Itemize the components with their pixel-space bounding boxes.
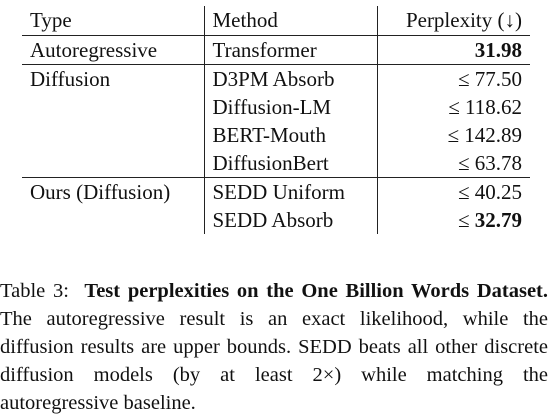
table-row: Ours (Diffusion) SEDD Uniform ≤ 40.25 — [22, 177, 530, 206]
cell-type — [22, 206, 204, 234]
header-perplexity: Perplexity (↓) — [376, 6, 530, 36]
caption-body: The autoregressive result is an exact li… — [0, 307, 548, 414]
cell-method: BERT-Mouth — [203, 121, 377, 149]
table-row: SEDD Absorb ≤ 32.79 — [22, 206, 530, 234]
cell-perplexity: 31.98 — [376, 35, 530, 65]
cell-method: Transformer — [203, 35, 377, 65]
cell-perplexity: ≤ 142.89 — [376, 121, 530, 149]
table-caption: Table 3: Test perplexities on the One Bi… — [0, 277, 548, 417]
perplexity-table: Type Method Perplexity (↓) Autoregressiv… — [22, 6, 530, 234]
cell-type: Ours (Diffusion) — [22, 177, 204, 206]
cell-method: Diffusion-LM — [203, 93, 377, 121]
results-table-container: Type Method Perplexity (↓) Autoregressiv… — [22, 6, 530, 234]
cell-method: DiffusionBert — [203, 149, 377, 178]
cell-type — [22, 121, 204, 149]
cell-perplexity: ≤ 32.79 — [376, 206, 530, 234]
cell-method: SEDD Uniform — [203, 177, 377, 206]
cell-type: Diffusion — [22, 64, 204, 93]
table-row: BERT-Mouth ≤ 142.89 — [22, 121, 530, 149]
cell-perplexity: ≤ 77.50 — [376, 64, 530, 93]
cell-perplexity: ≤ 63.78 — [376, 149, 530, 178]
perplexity-prefix: ≤ — [457, 208, 475, 232]
caption-title: Test perplexities on the One Billion Wor… — [84, 279, 549, 302]
cell-method: D3PM Absorb — [203, 64, 377, 93]
table-row: Autoregressive Transformer 31.98 — [22, 35, 530, 65]
cell-type: Autoregressive — [22, 35, 204, 65]
table-row: Diffusion-LM ≤ 118.62 — [22, 93, 530, 121]
cell-type — [22, 149, 204, 178]
table-row: Diffusion D3PM Absorb ≤ 77.50 — [22, 64, 530, 93]
caption-label: Table 3: — [0, 279, 69, 302]
cell-type — [22, 93, 204, 121]
header-type: Type — [30, 8, 72, 32]
header-method: Method — [203, 6, 377, 36]
cell-method: SEDD Absorb — [203, 206, 377, 234]
table-header-row: Type Method Perplexity (↓) — [22, 6, 530, 36]
cell-perplexity: ≤ 40.25 — [376, 177, 530, 206]
perplexity-value: 32.79 — [474, 208, 522, 232]
table-row: DiffusionBert ≤ 63.78 — [22, 149, 530, 178]
cell-perplexity: ≤ 118.62 — [376, 93, 530, 121]
